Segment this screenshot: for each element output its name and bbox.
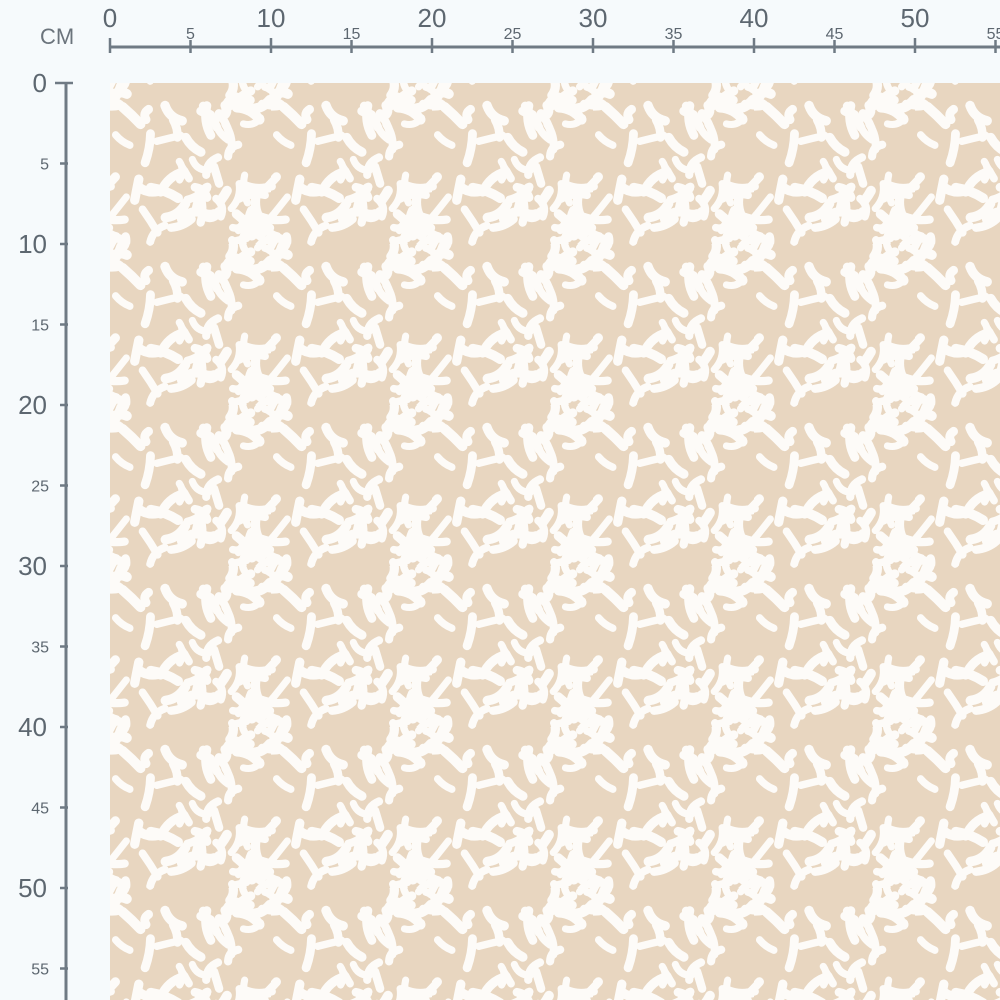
top-ruler-label: 55 — [987, 26, 1000, 43]
left-ruler-label: 10 — [18, 229, 47, 259]
unit-label: CM — [40, 24, 75, 49]
top-ruler-label: 0 — [103, 3, 117, 33]
fabric-swatch — [110, 83, 1000, 1000]
top-ruler-label: 35 — [665, 26, 683, 43]
left-ruler-label: 25 — [31, 479, 49, 496]
top-ruler-label: 40 — [740, 3, 769, 33]
left-ruler-label: 0 — [33, 68, 47, 98]
left-ruler-label: 15 — [31, 318, 49, 335]
top-ruler-label: 25 — [504, 26, 522, 43]
top-ruler-label: 30 — [579, 3, 608, 33]
left-ruler-label: 55 — [31, 962, 49, 979]
top-ruler-label: 15 — [343, 26, 361, 43]
top-ruler-label: 20 — [418, 3, 447, 33]
top-ruler-label: 10 — [257, 3, 286, 33]
top-ruler-label: 50 — [901, 3, 930, 33]
top-ruler-label: 45 — [826, 26, 844, 43]
left-ruler-label: 5 — [40, 157, 49, 174]
left-ruler-label: 30 — [18, 551, 47, 581]
left-ruler: 0 5 10 15 20 25 30 35 40 45 50 55 — [18, 68, 73, 1000]
left-ruler-label: 50 — [18, 873, 47, 903]
left-ruler-label: 20 — [18, 390, 47, 420]
left-ruler-label: 40 — [18, 712, 47, 742]
top-ruler-label: 5 — [186, 26, 195, 43]
left-ruler-label: 45 — [31, 801, 49, 818]
top-ruler: 0 5 10 15 20 25 30 35 40 45 50 55 — [103, 3, 1000, 53]
left-ruler-label: 35 — [31, 640, 49, 657]
